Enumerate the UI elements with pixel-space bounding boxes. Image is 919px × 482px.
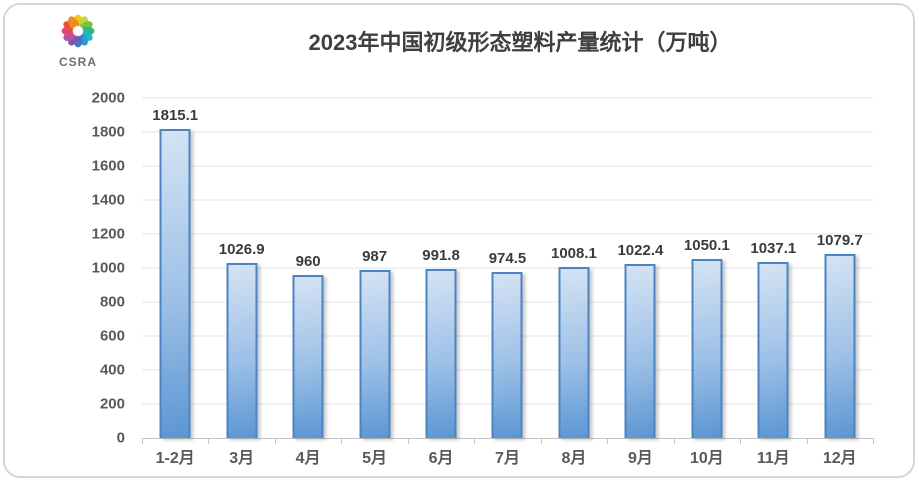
gridline-1000	[142, 267, 873, 269]
x-axis-tick	[474, 438, 476, 444]
bar-value-label-3月: 1026.9	[218, 241, 265, 259]
chart-title: 2023年中国初级形态塑料产量统计（万吨）	[308, 30, 732, 55]
gridline-1800	[142, 131, 873, 133]
x-axis-tick	[873, 438, 874, 444]
x-axis-tick	[607, 438, 609, 444]
x-axis-tick	[540, 438, 542, 444]
bar-value-label-12月: 1079.7	[816, 232, 863, 250]
y-tick-label-400: 400	[99, 361, 125, 379]
csra-logo: CSRA	[47, 13, 109, 69]
bar-value-label-6月: 991.8	[422, 247, 460, 265]
y-axis: 0 200 400 600 800 1000 1200 1400 1600 1800 2000	[5, 91, 133, 446]
x-tick-label-12月: 12月	[822, 450, 857, 467]
bar-value-label-11月: 1037.1	[750, 239, 797, 257]
bar-value-label-4月: 960	[295, 252, 321, 270]
x-tick-label-11月: 11月	[756, 450, 790, 467]
y-tick-label-2000: 2000	[91, 89, 125, 107]
bar-slot-12月: 1079.7	[807, 98, 873, 438]
bar-slot-4月: 960	[275, 98, 341, 438]
x-axis-tick	[740, 438, 742, 444]
bar-6月	[425, 269, 457, 438]
bar-value-label-7月: 974.5	[488, 250, 527, 268]
x-axis-tick	[673, 438, 675, 444]
bar-slot-5月: 987	[341, 98, 407, 438]
bar-slot-11月: 1037.1	[740, 98, 806, 438]
bar-3月	[226, 263, 258, 438]
x-axis-tick	[341, 438, 343, 444]
x-tick-label-5月: 5月	[362, 450, 388, 467]
gridline-1200	[142, 233, 873, 235]
y-tick-label-1000: 1000	[91, 259, 125, 277]
x-tick-label-8月: 8月	[561, 450, 587, 467]
bar-slot-1-2月: 1815.1	[142, 98, 208, 438]
gridline-1600	[142, 165, 873, 167]
bar-slot-10月: 1050.1	[674, 98, 740, 438]
x-axis-tick	[208, 438, 210, 444]
bar-8月	[558, 266, 590, 438]
x-tick-label-3月: 3月	[229, 450, 255, 467]
bar-10月	[691, 259, 723, 438]
y-tick-label-1600: 1600	[91, 157, 125, 175]
bar-value-label-10月: 1050.1	[683, 237, 730, 255]
y-tick-label-1800: 1800	[91, 123, 125, 141]
bar-4月	[292, 274, 324, 438]
bar-slot-9月: 1022.4	[607, 98, 673, 438]
bar-1-2月	[159, 129, 191, 438]
x-axis-tick	[407, 438, 409, 444]
y-tick-label-1400: 1400	[91, 191, 125, 209]
bar-slot-7月: 974.5	[474, 98, 540, 438]
x-axis-tick	[806, 438, 808, 444]
bar-value-label-9月: 1022.4	[617, 242, 664, 260]
chart-card: CSRA 2023年中国初级形态塑料产量统计（万吨） 0 200 400 600 800…	[3, 3, 915, 478]
gridline-2000	[142, 97, 873, 99]
plot-area: 1815.1 1026.9 960 987 991.8 974.5 1008.1 1022.4…	[142, 97, 873, 439]
bar-value-label-8月: 1008.1	[550, 244, 597, 262]
csra-flower-icon	[61, 14, 95, 48]
bar-value-label-1-2月: 1815.1	[152, 107, 199, 125]
x-axis-tick	[274, 438, 276, 444]
csra-logo-text: CSRA	[58, 55, 97, 69]
x-tick-label-1-2月: 1-2月	[155, 450, 195, 467]
x-axis-tick	[142, 438, 143, 444]
bar-7月	[491, 272, 523, 438]
bar-12月	[824, 254, 856, 438]
x-axis: 1-2月 3月 4月 5月 6月 7月 8月 9月 10月 11月 12月	[142, 438, 874, 480]
bar-5月	[359, 270, 391, 438]
y-tick-label-200: 200	[99, 395, 125, 413]
bar-slot-8月: 1008.1	[541, 98, 607, 438]
y-tick-label-0: 0	[116, 429, 125, 447]
x-tick-label-4月: 4月	[295, 450, 321, 467]
bar-11月	[757, 261, 789, 438]
gridline-1400	[142, 199, 873, 201]
x-tick-label-9月: 9月	[627, 450, 653, 467]
y-tick-label-600: 600	[99, 327, 125, 345]
y-tick-label-1200: 1200	[91, 225, 125, 243]
bar-9月	[624, 264, 656, 438]
x-tick-label-7月: 7月	[495, 450, 520, 467]
bar-value-label-5月: 987	[362, 248, 388, 266]
bar-slot-3月: 1026.9	[208, 98, 274, 438]
y-tick-label-800: 800	[99, 293, 125, 311]
x-tick-label-6月: 6月	[428, 450, 454, 467]
x-axis-line	[142, 438, 873, 439]
x-tick-label-10月: 10月	[689, 450, 724, 467]
bar-slot-6月: 991.8	[408, 98, 474, 438]
